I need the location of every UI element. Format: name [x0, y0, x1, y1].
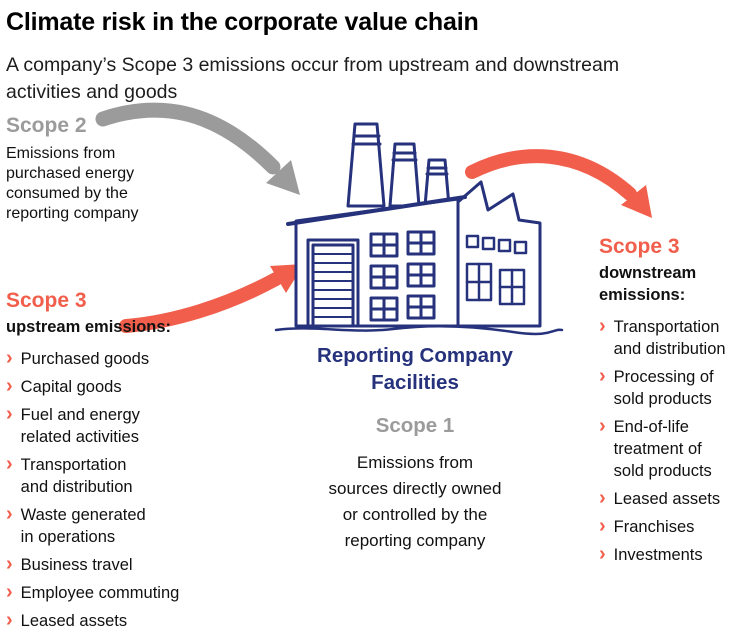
list-item: › Investments [599, 544, 751, 566]
scope3-downstream-block: Scope 3 downstream emissions: › Transpor… [599, 235, 751, 572]
downstream-items-list: › Transportation and distribution › Proc… [599, 316, 751, 566]
list-item-label: Investments [613, 546, 703, 564]
scope2-to-factory-arrow [95, 102, 300, 195]
list-item: › Waste generated in operations [6, 504, 198, 548]
scope3-upstream-block: Scope 3 upstream emissions: › Purchased … [6, 289, 198, 638]
chevron-icon: › [6, 581, 13, 603]
list-item: › Business travel [6, 554, 198, 576]
list-item-label: End-of-life treatment of sold products [613, 418, 712, 480]
list-item-label: Transportation and distribution [20, 456, 133, 496]
chevron-icon: › [599, 515, 606, 537]
list-item: › Capital goods [6, 376, 198, 398]
scope3-upstream-label: Scope 3 [6, 289, 87, 312]
scope3-downstream-sublabel: downstream emissions: [599, 264, 697, 304]
factory-to-downstream-arrow [465, 149, 652, 218]
list-item-label: Employee commuting [20, 584, 180, 602]
upstream-items-list: › Purchased goods › Capital goods › Fuel… [6, 348, 198, 632]
chevron-icon: › [6, 347, 13, 369]
chevron-icon: › [599, 487, 606, 509]
factory-illustration [274, 122, 564, 336]
chevron-icon: › [599, 365, 606, 387]
list-item: › Transportation and distribution [599, 316, 751, 360]
chevron-icon: › [6, 553, 13, 575]
list-item-label: Capital goods [20, 378, 122, 396]
list-item-label: Leased assets [613, 490, 721, 508]
page-title: Climate risk in the corporate value chai… [6, 8, 479, 36]
scope1-label: Scope 1 [375, 414, 455, 437]
chevron-icon: › [599, 543, 606, 565]
list-item: › Leased assets [599, 488, 751, 510]
chevron-icon: › [6, 453, 13, 475]
chevron-icon: › [6, 375, 13, 397]
list-item: › Franchises [599, 516, 751, 538]
subtitle: A company’s Scope 3 emissions occur from… [6, 54, 620, 103]
scope1-description: Emissions from sources directly owned or… [328, 453, 502, 550]
list-item-label: Processing of sold products [613, 368, 714, 408]
chevron-icon: › [6, 403, 13, 425]
chevron-icon: › [6, 609, 13, 631]
list-item: › Processing of sold products [599, 366, 751, 410]
list-item: › Transportation and distribution [6, 454, 198, 498]
chevron-icon: › [599, 315, 606, 337]
list-item-label: Transportation and distribution [613, 318, 726, 358]
list-item: › End-of-life treatment of sold products [599, 416, 751, 482]
list-item-label: Franchises [613, 518, 695, 536]
scope2-label: Scope 2 [6, 114, 87, 137]
list-item: › Leased assets [6, 610, 198, 632]
list-item-label: Business travel [20, 556, 133, 574]
scope2-block: Scope 2 Emissions from purchased energy … [6, 114, 191, 224]
list-item-label: Leased assets [20, 612, 128, 630]
list-item: › Fuel and energy related activities [6, 404, 198, 448]
list-item-label: Waste generated in operations [20, 506, 146, 546]
facility-label: Reporting Company Facilities [317, 344, 513, 394]
scope3-upstream-sublabel: upstream emissions: [6, 318, 172, 336]
list-item: › Employee commuting [6, 582, 198, 604]
scope2-description: Emissions from purchased energy consumed… [6, 145, 139, 222]
list-item: › Purchased goods [6, 348, 198, 370]
chevron-icon: › [599, 415, 606, 437]
chevron-icon: › [6, 503, 13, 525]
list-item-label: Fuel and energy related activities [20, 406, 140, 446]
scope3-downstream-label: Scope 3 [599, 235, 680, 258]
list-item-label: Purchased goods [20, 350, 150, 368]
